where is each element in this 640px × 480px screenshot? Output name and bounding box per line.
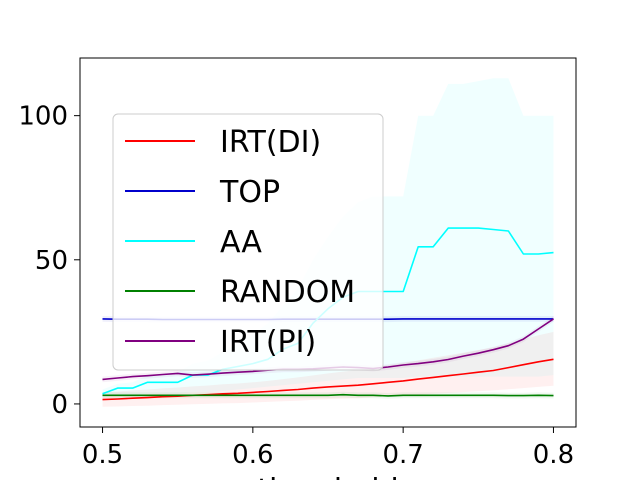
series-line-irt-di — [102, 358, 554, 401]
plot-frame — [79, 57, 577, 428]
legend-box — [112, 113, 384, 371]
legend: IRT(DI) TOP AA RANDOM IRT(PI) — [112, 113, 384, 371]
y-tick-label: 50 — [35, 246, 68, 276]
y-axis: 0 50 100 — [18, 102, 80, 420]
legend-entry-label: TOP — [219, 175, 280, 210]
legend-entry-label: AA — [220, 225, 262, 260]
x-tick-label: 0.5 — [82, 440, 123, 470]
x-tick-label: 0.6 — [232, 440, 273, 470]
legend-entry-label: IRT(DI) — [220, 125, 321, 160]
x-axis-title: threshold — [257, 473, 398, 480]
series-line-random — [102, 393, 554, 397]
x-tick-label: 0.7 — [382, 440, 423, 470]
band-irt-di — [102, 331, 554, 407]
x-tick-label: 0.8 — [533, 440, 574, 470]
y-tick-label: 100 — [18, 102, 68, 132]
x-axis: 0.5 0.6 0.7 0.8 — [82, 427, 574, 470]
y-tick-label: 0 — [51, 390, 68, 420]
legend-entry-label: IRT(PI) — [220, 325, 316, 360]
legend-entry-label: RANDOM — [220, 275, 355, 310]
